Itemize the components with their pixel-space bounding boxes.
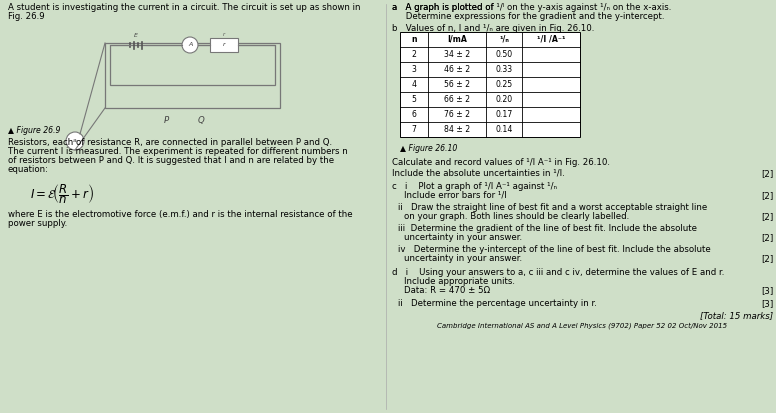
Text: Resistors, each of resistance R, are connected in parallel between P and Q.: Resistors, each of resistance R, are con…: [8, 138, 332, 147]
Text: The current I is measured. The experiment is repeated for different numbers n: The current I is measured. The experimen…: [8, 147, 348, 156]
Text: Data: R = 470 ± 5Ω: Data: R = 470 ± 5Ω: [404, 286, 490, 295]
Text: [3]: [3]: [760, 286, 773, 295]
Text: 5: 5: [411, 95, 417, 104]
Text: 56 ± 2: 56 ± 2: [444, 80, 470, 89]
Text: I/mA: I/mA: [447, 35, 467, 44]
Bar: [105, 43, 280, 108]
Text: on your graph. Both lines should be clearly labelled.: on your graph. Both lines should be clea…: [404, 212, 629, 221]
Text: b   Values of n, I and ¹/ₙ are given in Fig. 26.10.: b Values of n, I and ¹/ₙ are given in Fi…: [392, 24, 594, 33]
Text: Q: Q: [198, 116, 205, 125]
Bar: [210, 38, 238, 52]
Bar: [400, 32, 580, 137]
Text: 2: 2: [411, 50, 417, 59]
Circle shape: [66, 132, 84, 150]
Text: [Total: 15 marks]: [Total: 15 marks]: [700, 311, 773, 320]
Text: Calculate and record values of ¹/I A⁻¹ in Fig. 26.10.: Calculate and record values of ¹/I A⁻¹ i…: [392, 158, 610, 167]
Text: uncertainty in your answer.: uncertainty in your answer.: [404, 233, 522, 242]
Circle shape: [182, 37, 198, 53]
Bar: [110, 45, 275, 85]
Text: A: A: [188, 43, 192, 47]
Text: iii  Determine the gradient of the line of best fit. Include the absolute: iii Determine the gradient of the line o…: [398, 224, 697, 233]
Text: [2]: [2]: [760, 233, 773, 242]
Text: r: r: [223, 43, 225, 47]
Text: 76 ± 2: 76 ± 2: [444, 110, 470, 119]
Text: 0.33: 0.33: [495, 65, 513, 74]
Text: A student is investigating the current in a circuit. The circuit is set up as sh: A student is investigating the current i…: [8, 3, 361, 12]
Text: Cambridge International AS and A Level Physics (9702) Paper 52 02 Oct/Nov 2015: Cambridge International AS and A Level P…: [438, 322, 728, 329]
Text: [2]: [2]: [760, 254, 773, 263]
Text: Include error bars for ¹/I: Include error bars for ¹/I: [404, 191, 507, 200]
Text: 34 ± 2: 34 ± 2: [444, 50, 470, 59]
Text: 6: 6: [411, 110, 417, 119]
Text: equation:: equation:: [8, 165, 49, 174]
Text: where E is the electromotive force (e.m.f.) and r is the internal resistance of : where E is the electromotive force (e.m.…: [8, 210, 352, 219]
Text: 0.50: 0.50: [495, 50, 513, 59]
Text: 66 ± 2: 66 ± 2: [444, 95, 470, 104]
Text: r: r: [223, 32, 225, 37]
Text: 0.14: 0.14: [495, 125, 513, 134]
Text: 3: 3: [411, 65, 417, 74]
Text: d   i    Using your answers to a, c iii and c iv, determine the values of E and : d i Using your answers to a, c iii and c…: [392, 268, 724, 277]
Text: [2]: [2]: [760, 212, 773, 221]
Text: a   A graph is plotted of ¹/ᴵ on the y-axis against ¹/ₙ on the x-axis.: a A graph is plotted of ¹/ᴵ on the y-axi…: [392, 3, 671, 12]
Text: 0.20: 0.20: [495, 95, 513, 104]
Text: 46 ± 2: 46 ± 2: [444, 65, 470, 74]
Text: c   i    Plot a graph of ¹/I A⁻¹ against ¹/ₙ: c i Plot a graph of ¹/I A⁻¹ against ¹/ₙ: [392, 182, 557, 191]
Text: 84 ± 2: 84 ± 2: [444, 125, 470, 134]
Text: 4: 4: [411, 80, 417, 89]
Text: Include appropriate units.: Include appropriate units.: [404, 277, 515, 286]
Text: iv   Determine the y-intercept of the line of best fit. Include the absolute: iv Determine the y-intercept of the line…: [398, 245, 711, 254]
Text: ii   Draw the straight line of best fit and a worst acceptable straight line: ii Draw the straight line of best fit an…: [398, 203, 707, 212]
Text: a   A graph is plotted of: a A graph is plotted of: [392, 3, 497, 12]
Text: Fig. 26.9: Fig. 26.9: [8, 12, 45, 21]
Text: [2]: [2]: [760, 191, 773, 200]
Text: [2]: [2]: [760, 169, 773, 178]
Text: $I = \mathcal{E}\!\left(\dfrac{R}{n}+r\right)$: $I = \mathcal{E}\!\left(\dfrac{R}{n}+r\r…: [30, 182, 94, 206]
Text: a: a: [73, 138, 77, 143]
Text: ¹/I /A⁻¹: ¹/I /A⁻¹: [537, 35, 565, 44]
Text: Determine expressions for the gradient and the y-intercept.: Determine expressions for the gradient a…: [392, 12, 664, 21]
Text: Include the absolute uncertainties in ¹/I.: Include the absolute uncertainties in ¹/…: [392, 169, 565, 178]
Text: ▲ Figure 26.10: ▲ Figure 26.10: [400, 144, 457, 153]
Text: power supply.: power supply.: [8, 219, 68, 228]
Text: ¹/ₙ: ¹/ₙ: [499, 35, 509, 44]
Text: 0.25: 0.25: [495, 80, 513, 89]
Text: of resistors between P and Q. It is suggested that I and n are related by the: of resistors between P and Q. It is sugg…: [8, 156, 334, 165]
Text: 0.17: 0.17: [495, 110, 513, 119]
Text: ii   Determine the percentage uncertainty in r.: ii Determine the percentage uncertainty …: [398, 299, 597, 308]
Text: P: P: [164, 116, 169, 125]
Text: 7: 7: [411, 125, 417, 134]
Text: n: n: [411, 35, 417, 44]
Text: uncertainty in your answer.: uncertainty in your answer.: [404, 254, 522, 263]
Text: [3]: [3]: [760, 299, 773, 308]
Text: E: E: [134, 33, 138, 38]
Text: ▲ Figure 26.9: ▲ Figure 26.9: [8, 126, 61, 135]
